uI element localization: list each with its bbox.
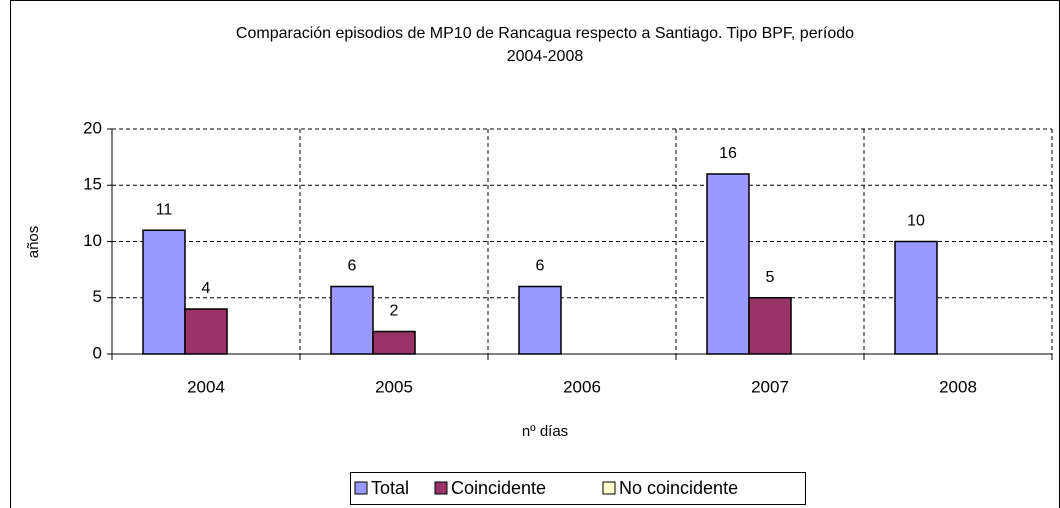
bar — [518, 285, 562, 355]
x-tick-label: 2008 — [939, 377, 977, 396]
legend-label: Total — [371, 478, 409, 498]
chart-title: Comparación episodios de MP10 de Rancagu… — [236, 25, 854, 42]
bar — [894, 240, 938, 355]
data-label: 5 — [766, 269, 775, 286]
bar — [142, 229, 186, 355]
y-tick-label: 15 — [83, 175, 102, 194]
bar — [748, 297, 792, 355]
x-axis-label: nº días — [522, 423, 568, 440]
bar — [706, 173, 750, 355]
y-tick-label: 5 — [93, 287, 102, 306]
legend-swatch — [602, 481, 616, 495]
x-tick-label: 2005 — [375, 377, 413, 396]
legend-swatch — [354, 481, 368, 495]
data-label: 2 — [390, 303, 399, 320]
bar — [372, 330, 416, 355]
legend-box — [350, 472, 806, 505]
x-tick-label: 2004 — [187, 377, 225, 396]
data-label: 6 — [536, 258, 545, 275]
y-tick-label: 0 — [93, 343, 102, 362]
bar — [184, 308, 228, 355]
data-label: 16 — [719, 145, 737, 162]
legend-label: Coincidente — [451, 478, 546, 498]
y-tick-label: 20 — [83, 118, 102, 137]
x-tick-label: 2006 — [563, 377, 601, 396]
x-tick-label: 2007 — [751, 377, 789, 396]
bar — [330, 285, 374, 355]
chart-title: 2004-2008 — [507, 48, 584, 65]
legend-label: No coincidente — [619, 478, 738, 498]
data-label: 4 — [202, 280, 211, 297]
data-label: 6 — [348, 258, 357, 275]
y-tick-label: 10 — [83, 231, 102, 250]
legend-swatch — [434, 481, 448, 495]
y-axis-label: años — [25, 226, 42, 259]
data-label: 11 — [156, 201, 173, 218]
data-label: 10 — [907, 213, 925, 230]
